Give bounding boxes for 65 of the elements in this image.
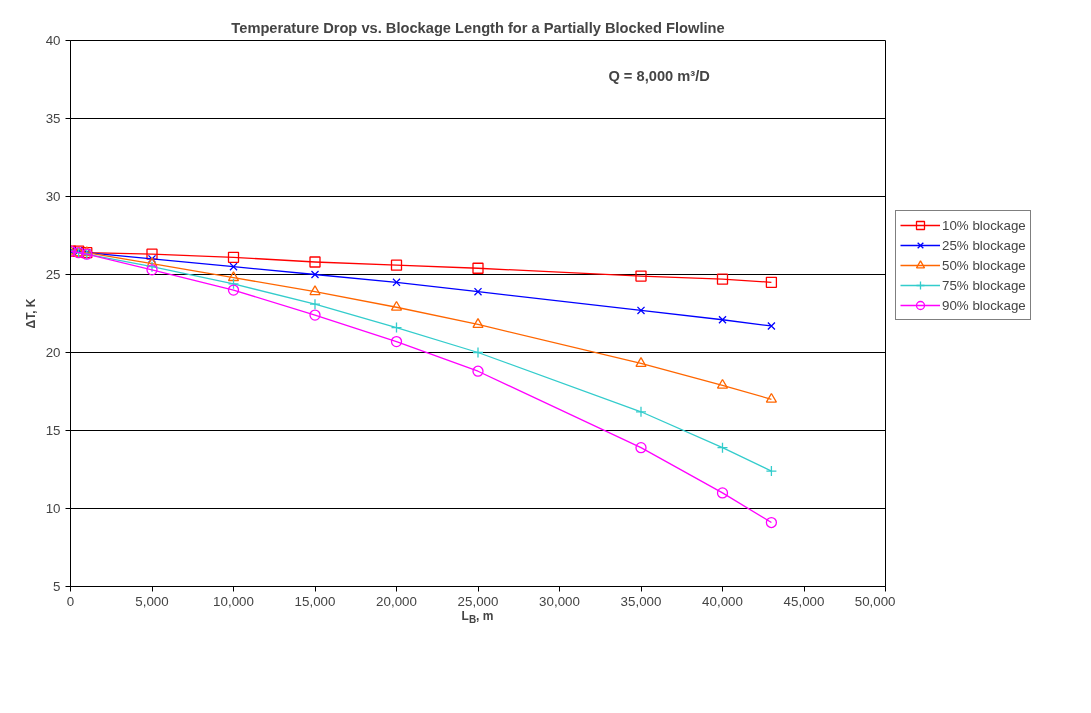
x-tick-label: 30,000 — [539, 593, 580, 609]
point — [635, 270, 647, 282]
x-tick-label: 15,000 — [294, 593, 336, 609]
y-tick-label: 15 — [45, 423, 61, 438]
point — [473, 287, 483, 296]
point — [147, 254, 157, 264]
point — [472, 318, 484, 328]
point — [390, 335, 403, 348]
point — [636, 306, 646, 315]
y-tick-label: 10 — [45, 501, 61, 516]
point — [716, 487, 729, 499]
point — [309, 309, 321, 321]
point — [767, 321, 776, 331]
y-axis-title: ΔT, K — [23, 298, 38, 329]
point — [635, 406, 647, 418]
chart-title: Temperature Drop vs. Blockage Length for a Partially Blocked Flowline — [231, 19, 725, 36]
point — [227, 271, 240, 282]
legend-label: 75% blockage — [942, 277, 1026, 293]
point — [635, 442, 647, 454]
x-tick-label: 40,000 — [702, 593, 743, 609]
point — [392, 278, 401, 287]
point — [472, 346, 484, 359]
point — [227, 251, 240, 263]
x-tick-label: 20,000 — [376, 593, 417, 609]
y-tick-label: 35 — [45, 111, 61, 126]
point — [227, 284, 240, 296]
point — [390, 259, 403, 271]
point — [765, 465, 778, 477]
point — [716, 378, 729, 389]
x-tick-label: 0 — [66, 593, 75, 609]
x-tick-label: 45,000 — [783, 593, 825, 609]
x-tick-label: 35,000 — [620, 593, 662, 609]
y-tick-label: 30 — [45, 189, 61, 204]
point — [472, 365, 484, 377]
point — [635, 357, 647, 367]
point — [765, 516, 778, 529]
point — [227, 278, 240, 290]
x-tick-label: 50,000 — [854, 593, 896, 609]
legend-label: 90% blockage — [942, 297, 1026, 313]
y-tick-label: 40 — [45, 33, 61, 48]
point — [309, 285, 321, 296]
x-axis-title: L$_{B}$, m — [461, 608, 494, 628]
point — [390, 300, 403, 311]
y-tick-label: 5 — [53, 579, 61, 594]
y-tick-label: 20 — [45, 345, 61, 360]
x-tick-label: 5,000 — [135, 593, 169, 609]
point — [146, 248, 158, 260]
legend-label: 10% blockage — [942, 217, 1026, 233]
annotation: Q = 8,000 m³/D — [608, 68, 710, 85]
y-tick-label: 25 — [45, 267, 61, 282]
point — [765, 392, 778, 403]
point — [309, 298, 321, 310]
point — [229, 262, 238, 271]
point — [310, 270, 320, 279]
legend-label: 50% blockage — [942, 257, 1026, 273]
point — [390, 321, 403, 334]
point — [765, 276, 778, 288]
point — [716, 442, 729, 454]
point — [472, 262, 484, 274]
point — [718, 315, 727, 324]
x-tick-label: 25,000 — [457, 593, 499, 609]
legend-label: 25% blockage — [942, 237, 1026, 253]
x-tick-label: 10,000 — [213, 593, 254, 609]
point — [716, 273, 729, 285]
point — [309, 256, 321, 268]
